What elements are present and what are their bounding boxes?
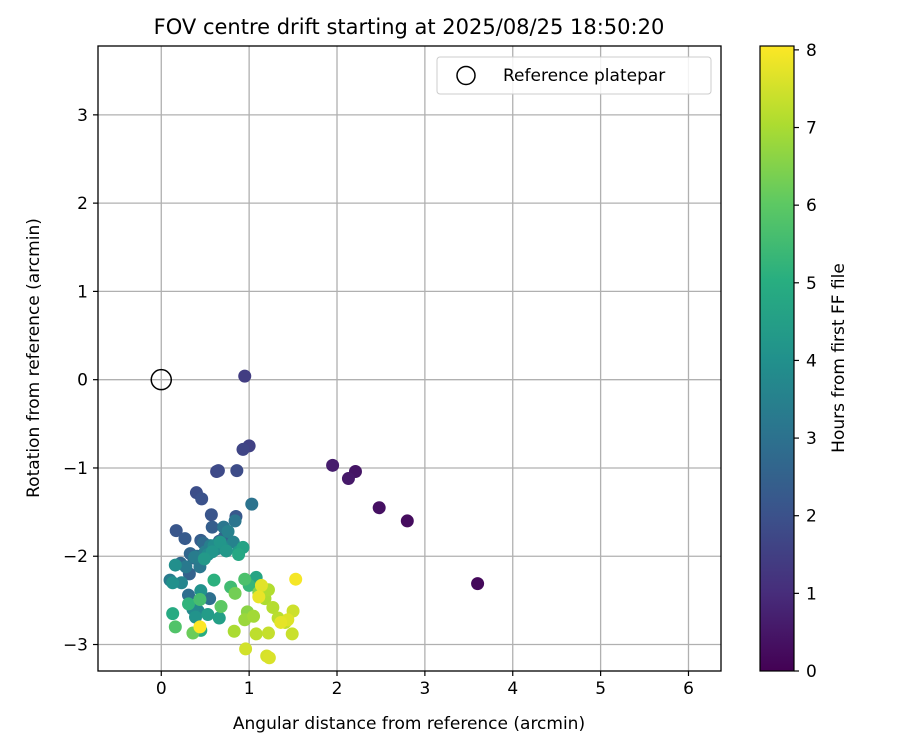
colorbar-tick-label: 8 (806, 41, 817, 61)
y-tick-label: −2 (63, 547, 88, 567)
y-axis-ticks: −3 −2 −1 0 1 2 3 (63, 106, 98, 656)
data-point (169, 524, 183, 538)
plot-frame (97, 45, 722, 672)
colorbar-tick-label: 6 (806, 196, 817, 216)
data-point (166, 576, 180, 590)
colorbar-tick-label: 4 (806, 351, 817, 371)
y-tick-label: 3 (77, 106, 88, 126)
data-point (211, 464, 225, 478)
colorbar-tick-label: 2 (806, 507, 817, 527)
data-point (326, 458, 340, 472)
x-tick-label: 6 (683, 679, 694, 699)
scatter-points (163, 369, 485, 665)
data-point (195, 492, 209, 506)
data-point (189, 610, 203, 624)
data-point (228, 514, 242, 528)
data-point (182, 597, 196, 611)
data-point (214, 600, 228, 614)
colorbar-tick-label: 0 (806, 662, 817, 682)
data-point (197, 552, 211, 566)
chart-title: FOV centre drift starting at 2025/08/25 … (154, 15, 665, 39)
data-point (166, 607, 180, 621)
data-point (239, 642, 253, 656)
data-point (230, 464, 244, 478)
legend-marker (456, 65, 476, 86)
data-point (178, 532, 192, 546)
data-point (252, 590, 266, 604)
y-axis-label: Rotation from reference (arcmin) (24, 218, 44, 498)
data-point (221, 525, 235, 539)
data-point (193, 620, 207, 634)
y-tick-label: −3 (63, 636, 88, 656)
data-point (219, 544, 233, 558)
data-point (274, 615, 288, 629)
data-point (201, 608, 215, 622)
y-tick-label: 2 (77, 194, 88, 214)
data-point (238, 572, 252, 586)
data-point (238, 369, 252, 383)
legend-box (436, 56, 712, 95)
legend-label: Reference platepar (503, 66, 665, 86)
data-point (232, 547, 246, 561)
x-axis-ticks: 0 1 2 3 4 5 6 (156, 671, 694, 699)
data-point (226, 535, 240, 549)
data-point (236, 442, 250, 456)
reference-marker (150, 368, 173, 391)
data-point (254, 578, 268, 592)
colorbar-ticks: 0 1 2 3 4 5 6 7 8 (794, 41, 817, 682)
x-tick-label: 5 (595, 679, 606, 699)
data-point (261, 626, 275, 640)
data-point (341, 472, 355, 486)
data-point (245, 497, 259, 511)
colorbar-tick-label: 7 (806, 119, 817, 139)
data-point (207, 573, 221, 587)
data-point (168, 558, 182, 572)
colorbar-tick-label: 5 (806, 274, 817, 294)
y-tick-label: 1 (77, 282, 88, 302)
data-point (247, 609, 261, 623)
data-point (400, 514, 414, 528)
data-point (227, 624, 241, 638)
legend: Reference platepar (436, 56, 712, 95)
colorbar-gradient (759, 45, 795, 672)
data-point (188, 550, 202, 564)
reference-point (150, 368, 173, 391)
data-point (203, 592, 217, 606)
data-point (193, 592, 207, 606)
data-point (266, 600, 280, 614)
data-point (372, 501, 386, 515)
colorbar-tick-label: 1 (806, 584, 817, 604)
y-tick-label: −1 (63, 459, 88, 479)
colorbar-label: Hours from first FF file (829, 263, 849, 453)
y-tick-label: 0 (77, 371, 88, 391)
data-point (212, 611, 226, 625)
x-tick-label: 0 (156, 679, 167, 699)
x-tick-label: 3 (419, 679, 430, 699)
data-point (205, 520, 219, 534)
data-point (285, 627, 299, 641)
x-tick-label: 2 (332, 679, 343, 699)
grid (98, 46, 721, 671)
data-point (289, 572, 303, 586)
data-point (471, 577, 485, 591)
data-point (228, 586, 242, 600)
data-point (168, 620, 182, 634)
x-tick-label: 4 (507, 679, 518, 699)
colorbar: 0 1 2 3 4 5 6 7 8 Hours from first FF file (759, 41, 849, 682)
data-point (262, 651, 276, 665)
x-tick-label: 1 (244, 679, 255, 699)
data-point (204, 508, 218, 522)
data-point (179, 560, 193, 574)
x-axis-label: Angular distance from reference (arcmin) (233, 714, 585, 734)
colorbar-tick-label: 3 (806, 429, 817, 449)
data-point (249, 627, 263, 641)
